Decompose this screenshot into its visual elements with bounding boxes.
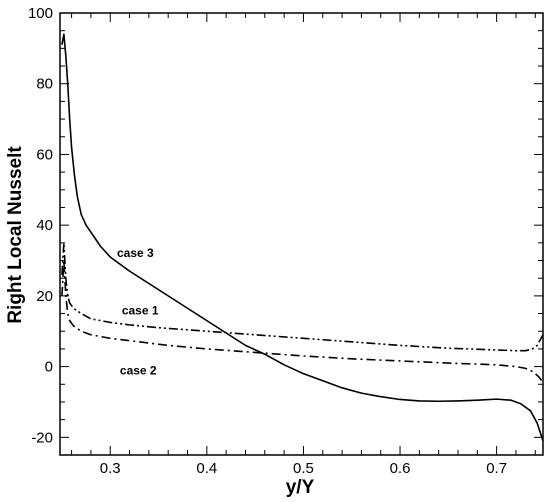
y-tick-label: 100 [28, 5, 53, 22]
series-lines [61, 33, 544, 442]
x-tick-label: 0.6 [390, 460, 411, 477]
x-axis-tick-labels: 0.3 0.4 0.5 0.6 0.7 [100, 460, 507, 477]
series-line-case-1 [61, 242, 544, 352]
x-tick-label: 0.4 [196, 460, 217, 477]
x-tick-label: 0.7 [486, 460, 507, 477]
y-axis-tick-labels: -20 0 20 40 60 80 100 [28, 5, 53, 446]
series-line-case-2 [61, 259, 544, 383]
y-axis-ticks [60, 12, 543, 456]
x-axis-ticks [71, 13, 536, 455]
y-tick-label: -20 [31, 429, 53, 446]
x-axis-title: y/Y [286, 477, 315, 498]
y-axis-title: Right Local Nusselt [5, 146, 26, 324]
series-annotations: case 3 case 1 case 2 [117, 246, 159, 377]
series-line-case-3 [61, 33, 544, 442]
x-tick-label: 0.3 [100, 460, 121, 477]
x-tick-label: 0.5 [293, 460, 314, 477]
plot-area-frame [59, 12, 544, 456]
y-tick-label: 20 [36, 288, 53, 305]
y-tick-label: 0 [45, 359, 53, 376]
y-tick-label: 40 [36, 217, 53, 234]
y-tick-label: 80 [36, 76, 53, 93]
y-tick-label: 60 [36, 146, 53, 163]
annotation-case-1: case 1 [122, 303, 159, 317]
annotation-case-2: case 2 [120, 363, 157, 377]
annotation-case-3: case 3 [117, 246, 154, 260]
